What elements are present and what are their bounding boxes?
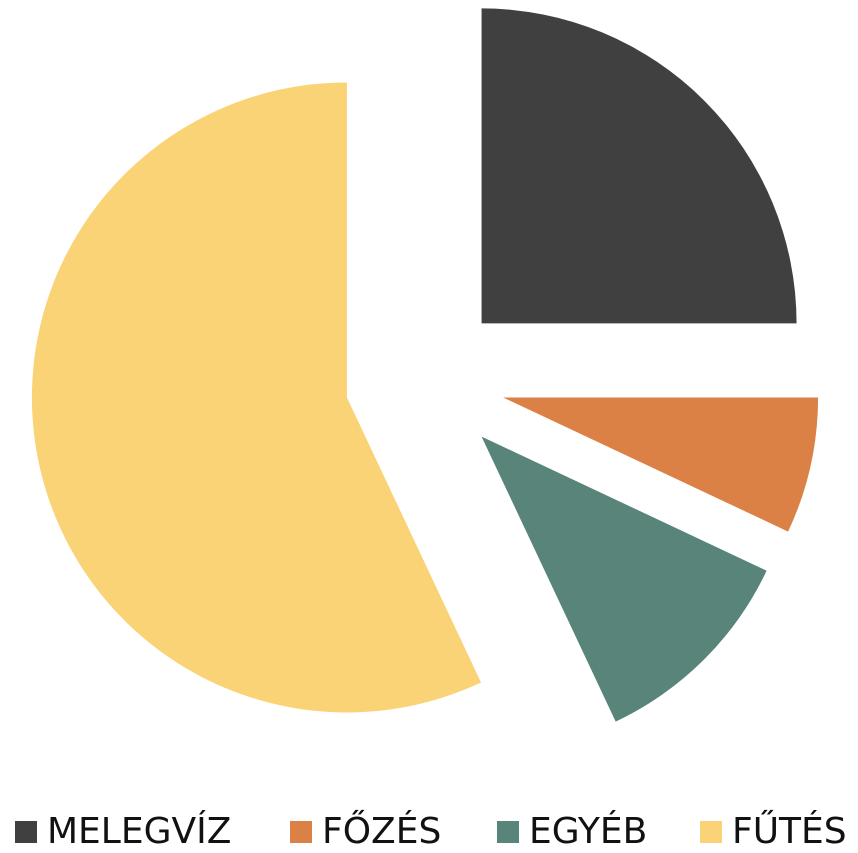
legend-label: EGYÉB bbox=[529, 810, 647, 852]
pie-slice bbox=[503, 397, 819, 532]
legend-swatch bbox=[290, 821, 312, 843]
pie-slice bbox=[481, 8, 797, 324]
pie-slice bbox=[481, 436, 767, 722]
legend-label: MELEGVÍZ bbox=[47, 810, 231, 852]
legend-swatch bbox=[15, 821, 37, 843]
legend-label: FŐZÉS bbox=[322, 810, 441, 852]
legend-label: FŰTÉS bbox=[732, 810, 847, 852]
legend-swatch bbox=[497, 821, 519, 843]
legend-swatch bbox=[700, 821, 722, 843]
pie-slice bbox=[31, 82, 482, 713]
